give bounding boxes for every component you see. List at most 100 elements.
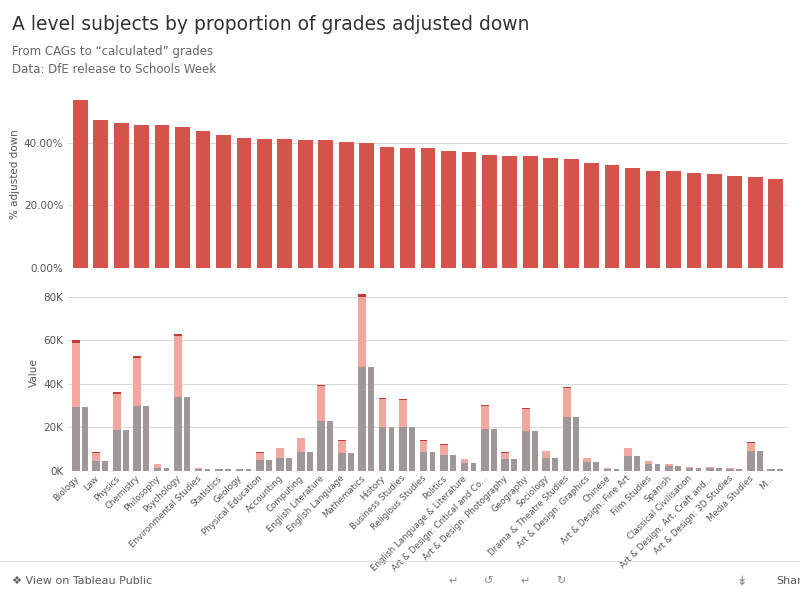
Bar xyxy=(502,459,510,471)
Bar xyxy=(645,464,652,471)
Bar xyxy=(113,392,121,394)
Bar xyxy=(481,406,489,430)
Bar xyxy=(92,452,100,461)
Text: From CAGs to “calculated” grades: From CAGs to “calculated” grades xyxy=(12,45,213,58)
Bar xyxy=(605,165,619,268)
Bar xyxy=(542,451,550,458)
Bar xyxy=(368,367,374,471)
Bar xyxy=(562,387,570,388)
Text: ❖ View on Tableau Public: ❖ View on Tableau Public xyxy=(12,576,152,586)
Bar xyxy=(297,452,305,471)
Bar xyxy=(686,173,702,268)
Bar xyxy=(318,385,325,386)
Y-axis label: Value: Value xyxy=(29,359,39,388)
Bar xyxy=(614,469,619,471)
Bar xyxy=(470,463,476,471)
Bar xyxy=(378,398,386,399)
Bar xyxy=(72,340,80,343)
Bar xyxy=(645,461,652,464)
Bar xyxy=(716,468,722,471)
Bar xyxy=(646,170,660,268)
Bar xyxy=(707,174,722,268)
Bar xyxy=(726,469,734,471)
Bar xyxy=(768,179,783,268)
Text: ↻: ↻ xyxy=(556,576,566,586)
Bar xyxy=(757,451,762,471)
Bar xyxy=(727,176,742,268)
Bar xyxy=(94,121,108,268)
Bar xyxy=(113,430,121,471)
Bar xyxy=(338,440,346,453)
Bar xyxy=(154,125,170,268)
Bar xyxy=(237,138,251,268)
Bar xyxy=(624,455,632,471)
Bar xyxy=(654,464,660,471)
Bar xyxy=(748,178,762,268)
Bar xyxy=(481,405,489,406)
Bar xyxy=(461,459,468,463)
Bar xyxy=(482,155,497,268)
Text: Data: DfE release to Schools Week: Data: DfE release to Schools Week xyxy=(12,63,216,76)
Bar xyxy=(256,452,264,460)
Bar xyxy=(164,467,170,471)
Bar xyxy=(675,466,681,471)
Bar xyxy=(389,427,394,471)
Bar xyxy=(266,460,272,471)
Bar xyxy=(359,143,374,268)
Bar xyxy=(205,469,210,471)
Bar xyxy=(174,334,182,336)
Bar xyxy=(695,468,702,471)
Bar xyxy=(278,139,292,268)
Bar xyxy=(184,397,190,471)
Bar xyxy=(92,461,100,471)
Bar xyxy=(82,407,88,471)
Bar xyxy=(174,397,182,471)
Bar xyxy=(196,131,210,268)
Bar xyxy=(72,407,80,471)
Bar xyxy=(430,452,435,471)
Bar xyxy=(502,452,510,459)
Bar xyxy=(399,399,407,400)
Text: A level subjects by proportion of grades adjusted down: A level subjects by proportion of grades… xyxy=(12,15,530,34)
Bar xyxy=(327,421,333,471)
Text: ↺: ↺ xyxy=(484,576,494,586)
Bar xyxy=(73,100,88,268)
Bar xyxy=(113,394,121,430)
Bar xyxy=(256,460,264,471)
Bar xyxy=(552,458,558,471)
Bar xyxy=(421,148,435,268)
Bar xyxy=(298,140,313,268)
Bar xyxy=(420,452,427,471)
Bar xyxy=(584,163,599,268)
Bar xyxy=(747,451,754,471)
Text: Share: Share xyxy=(776,576,800,586)
Bar xyxy=(378,427,386,471)
Text: ↵: ↵ xyxy=(520,576,530,586)
Bar xyxy=(420,440,427,452)
Bar xyxy=(399,427,407,471)
Bar xyxy=(235,469,243,471)
Bar xyxy=(338,453,346,471)
Bar xyxy=(583,458,591,462)
Bar xyxy=(686,468,694,471)
Bar xyxy=(481,430,489,471)
Bar xyxy=(358,294,366,297)
Bar xyxy=(102,461,108,471)
Bar xyxy=(380,147,394,268)
Y-axis label: % adjusted down: % adjusted down xyxy=(10,130,19,219)
Bar xyxy=(154,467,162,471)
Bar xyxy=(562,417,570,471)
Bar xyxy=(491,430,497,471)
Bar xyxy=(225,469,231,471)
Bar xyxy=(378,399,386,427)
Bar xyxy=(634,455,640,471)
Bar xyxy=(767,469,775,471)
Bar xyxy=(665,464,673,466)
Bar xyxy=(358,367,366,471)
Bar xyxy=(409,427,415,471)
Bar xyxy=(215,469,223,471)
Bar xyxy=(123,430,129,471)
Bar xyxy=(134,356,141,358)
Text: ↡: ↡ xyxy=(736,575,746,588)
Bar xyxy=(523,156,538,268)
